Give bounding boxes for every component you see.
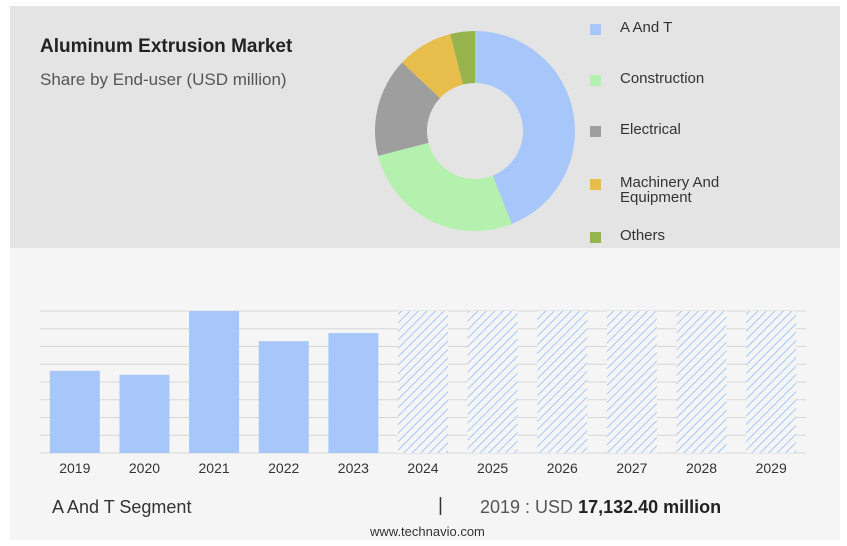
legend-label: A And T [620, 19, 673, 36]
footer-separator: | [438, 495, 443, 516]
legend-label: Electrical [620, 121, 681, 138]
legend-label: Machinery And Equipment [620, 174, 720, 206]
legend-label: Others [620, 227, 666, 244]
x-tick-label-2019: 2019 [59, 460, 90, 476]
x-tick-label-2022: 2022 [268, 460, 299, 476]
donut-slice-a-and-t [475, 31, 575, 224]
forecast-bar-2025 [467, 311, 518, 453]
x-tick-label-2026: 2026 [547, 460, 578, 476]
bar-chart: 2019 2020 2021 2022 2023 2024 2025 2026 2027 2028… [40, 310, 806, 476]
segment-label: A And T Segment [52, 497, 192, 517]
legend-item-others: Others [590, 228, 830, 243]
x-tick-label-2027: 2027 [616, 460, 647, 476]
donut-slice-machinery-and-equipment [402, 34, 464, 99]
segment-value-prefix: 2019 : USD [480, 497, 574, 517]
legend-swatch [590, 75, 601, 86]
segment-value-amount: 17,132.40 million [578, 497, 722, 517]
donut-slice-electrical [375, 62, 441, 156]
bar-marks [49, 311, 797, 453]
x-tick-label-2023: 2023 [338, 460, 369, 476]
forecast-bar-2027 [606, 311, 657, 453]
chart-subtitle: Share by End-user (USD million) [40, 70, 287, 89]
forecast-bar-2028 [676, 311, 727, 453]
legend-swatch [590, 24, 601, 35]
x-tick-label-2021: 2021 [199, 460, 230, 476]
x-tick-label-2028: 2028 [686, 460, 717, 476]
chart-title: Aluminum Extrusion Market [40, 36, 293, 57]
bar-2023 [328, 333, 379, 453]
source-link[interactable]: www.technavio.com [370, 524, 485, 539]
donut-chart [375, 31, 575, 231]
legend-item-machinery-and-equipment: Machinery And Equipment [590, 175, 830, 205]
x-tick-label-2025: 2025 [477, 460, 508, 476]
bar-2020 [119, 374, 170, 453]
segment-value: 2019 : USD 17,132.40 million [480, 497, 721, 518]
legend-swatch [590, 179, 601, 190]
forecast-bar-2026 [537, 311, 588, 453]
legend-item-electrical: Electrical [590, 122, 830, 137]
legend-label: Construction [620, 70, 705, 87]
legend-swatch [590, 232, 601, 243]
x-tick-label-2020: 2020 [129, 460, 160, 476]
legend-item-construction: Construction [590, 71, 830, 86]
x-tick-label-2029: 2029 [756, 460, 787, 476]
legend-swatch [590, 126, 601, 137]
donut-slice-construction [378, 142, 512, 231]
forecast-bar-2024 [398, 311, 448, 453]
forecast-bar-2029 [746, 311, 797, 453]
infographic-card: Aluminum Extrusion Market Share by End-u… [10, 6, 840, 540]
legend-item-a-and-t: A And T [590, 20, 830, 35]
bar-2021 [189, 311, 240, 453]
bar-2022 [258, 341, 309, 453]
x-tick-label-2024: 2024 [407, 460, 438, 476]
donut-slice-others [450, 31, 475, 85]
bar-ticks: 2019 2020 2021 2022 2023 2024 2025 2026 2027 2028… [59, 460, 787, 476]
bar-2019 [49, 370, 100, 453]
